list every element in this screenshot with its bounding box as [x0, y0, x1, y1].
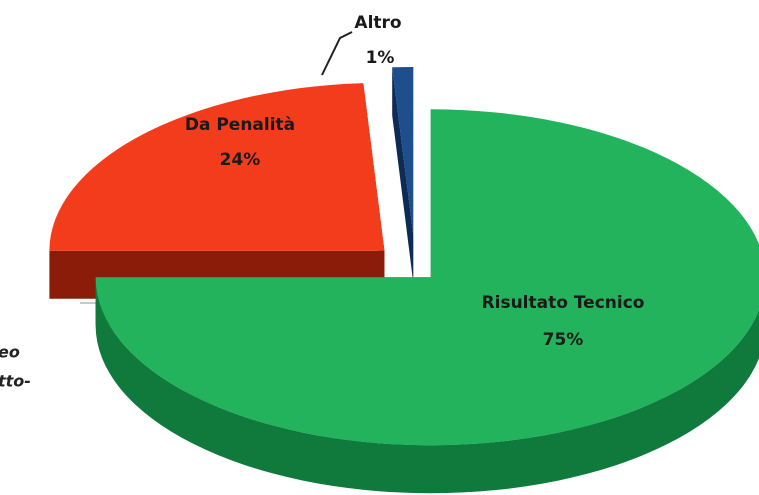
slice-wall — [392, 67, 414, 283]
leader-line — [321, 31, 353, 76]
slice — [49, 83, 385, 251]
slice-label: Altro — [354, 13, 401, 33]
slice-label: Risultato Tecnico — [482, 293, 645, 313]
slice-label: Da Penalità — [185, 115, 295, 135]
slice-value: 24% — [220, 150, 261, 170]
slice-value: 75% — [543, 330, 584, 350]
text-fragment: eo — [0, 343, 20, 362]
slice-value: 1% — [366, 48, 395, 68]
text-fragment: tto- — [0, 372, 31, 391]
slice — [95, 109, 759, 446]
pie — [49, 66, 759, 494]
slice — [392, 66, 414, 235]
slice-side — [95, 277, 759, 494]
